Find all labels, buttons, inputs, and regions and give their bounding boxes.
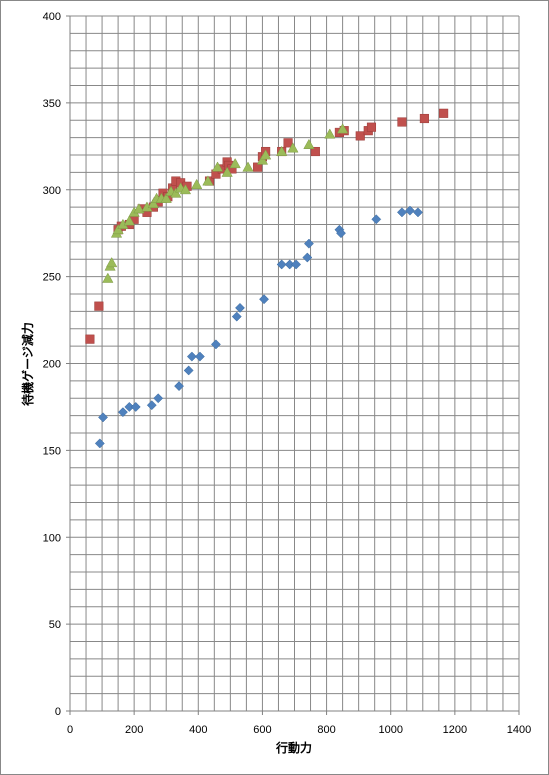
y-tick-label: 300: [43, 185, 61, 197]
y-tick-label: 400: [43, 11, 61, 23]
diamond-point: [210, 339, 221, 350]
diamond-point: [94, 438, 105, 449]
axes: [66, 15, 520, 715]
square-point: [419, 113, 429, 124]
y-tick-labels: 0 50 100 150 200 250 300 350 400: [43, 11, 61, 718]
diamond-point: [303, 238, 314, 249]
diamond-point: [336, 228, 346, 239]
square-point: [366, 122, 377, 132]
series-1: [94, 205, 423, 449]
y-tick-label: 100: [43, 532, 61, 544]
diamond-point: [259, 294, 269, 305]
diamond-point: [413, 207, 423, 218]
x-tick-label: 600: [253, 724, 271, 736]
diamond-point: [117, 407, 128, 418]
diamond-point: [186, 351, 197, 362]
x-axis-title: 行動力: [275, 740, 312, 755]
y-tick-label: 200: [43, 359, 61, 371]
square-point: [355, 131, 365, 141]
triangle-point: [102, 272, 114, 283]
triangle-point: [242, 161, 254, 172]
data-points: [85, 108, 449, 449]
diamond-point: [183, 365, 194, 376]
x-tick-label: 1200: [443, 724, 467, 736]
x-tick-label: 400: [189, 724, 207, 736]
y-tick-label: 350: [43, 98, 61, 110]
square-point: [439, 108, 449, 118]
diamond-point: [405, 205, 415, 216]
triangle-point: [106, 257, 118, 268]
triangle-point: [170, 187, 182, 198]
y-tick-label: 50: [49, 619, 61, 631]
x-tick-label: 1400: [507, 724, 531, 736]
triangle-point: [123, 215, 135, 226]
triangle-point: [256, 154, 269, 165]
diamond-point: [371, 214, 382, 225]
x-tick-label: 1000: [378, 724, 402, 736]
y-tick-label: 0: [55, 706, 61, 718]
diamond-point: [194, 351, 205, 362]
square-point: [94, 301, 104, 311]
diamond-point: [302, 252, 313, 263]
diamond-point: [231, 311, 242, 322]
square-point: [253, 162, 263, 172]
triangle-point: [112, 223, 124, 235]
series-3: [102, 123, 349, 283]
y-tick-label: 150: [43, 445, 61, 457]
triangle-point: [147, 197, 160, 209]
diamond-point: [98, 412, 108, 423]
diamond-point: [146, 400, 157, 411]
triangle-point: [336, 123, 349, 134]
triangle-point: [160, 192, 172, 203]
y-axis-title: 待機ゲージ減力: [20, 322, 35, 406]
diamond-point: [235, 302, 245, 313]
diamond-point: [174, 381, 184, 392]
y-tick-label: 250: [43, 272, 61, 284]
square-point: [283, 138, 293, 148]
x-tick-label: 0: [67, 724, 73, 736]
square-point: [85, 334, 95, 344]
triangle-point: [221, 166, 233, 177]
triangle-point: [179, 184, 192, 195]
grid: [69, 15, 520, 712]
x-tick-label: 800: [317, 724, 335, 736]
diamond-point: [276, 259, 287, 270]
triangle-point: [133, 203, 145, 214]
diamond-point: [130, 401, 141, 412]
triangle-point: [287, 142, 299, 153]
diamond-point: [153, 393, 164, 404]
square-point: [397, 117, 407, 127]
square-point: [310, 146, 320, 157]
triangle-point: [191, 178, 203, 189]
diamond-point: [396, 207, 407, 218]
triangle-point: [324, 128, 336, 139]
triangle-point: [303, 138, 315, 149]
diamond-point: [291, 259, 302, 270]
triangle-point: [276, 145, 288, 156]
triangle-point: [202, 175, 214, 186]
triangle-point: [229, 157, 241, 169]
x-tick-labels: 0 200 400 600 800 1000 1200 1400: [67, 724, 531, 736]
x-tick-label: 200: [125, 724, 143, 736]
triangle-point: [211, 161, 224, 172]
triangle-point: [260, 149, 272, 160]
